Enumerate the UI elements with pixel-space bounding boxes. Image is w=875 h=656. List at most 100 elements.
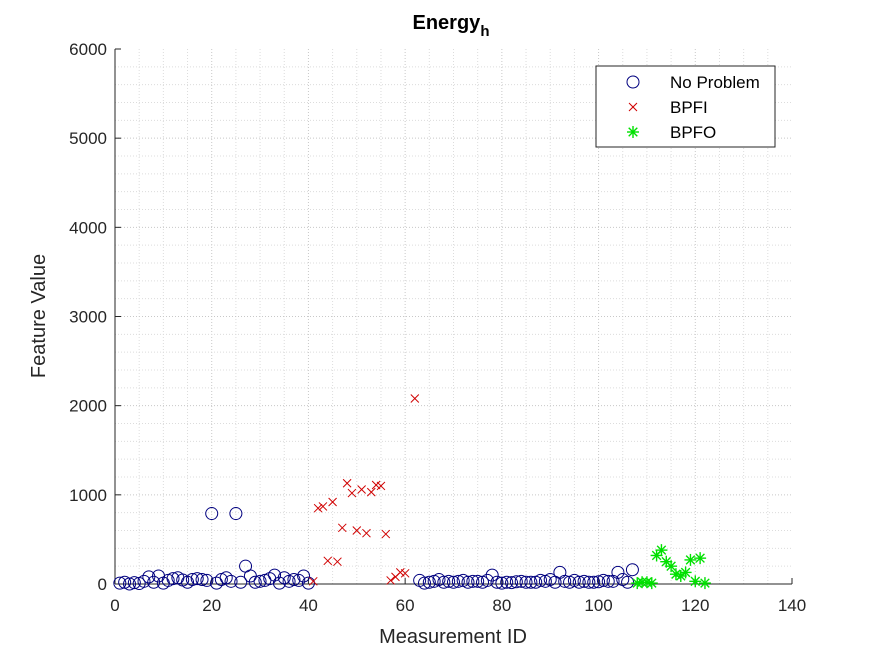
data-point-no-problem [461,575,475,589]
data-point-no-problem [185,573,199,587]
data-point-no-problem [287,573,301,587]
data-point-no-problem [224,574,238,588]
data-point-no-problem [297,569,311,583]
y-tick-label: 3000 [69,308,107,327]
y-tick-label: 0 [98,575,107,594]
legend-label-bpfo: BPFO [670,123,716,142]
data-point-no-problem [195,573,209,587]
data-point-no-problem [127,576,141,590]
data-point-no-problem [437,575,451,589]
data-point-no-problem [485,568,499,582]
data-point-no-problem [219,571,233,585]
data-point-bpfo [679,566,692,579]
legend: No Problem BPFI BPFO [595,65,776,148]
data-point-no-problem [466,574,480,588]
data-point-bpfi [337,523,347,533]
y-tick-label: 5000 [69,129,107,148]
data-point-no-problem [447,575,460,589]
data-point-no-problem [137,574,151,588]
x-tick-label: 80 [492,596,511,615]
legend-marker-bpfi [628,102,638,112]
data-point-no-problem [601,574,615,588]
data-point-bpfi [333,557,342,567]
data-point-no-problem [534,573,548,587]
x-tick-label: 40 [299,596,318,615]
data-point-bpfi [308,576,318,586]
chart-title-subscript: h [480,23,489,40]
data-point-no-problem [587,575,601,589]
x-tick-label: 0 [110,596,119,615]
data-point-no-problem [123,577,137,591]
data-point-no-problem [417,576,431,590]
data-point-bpfi [323,556,333,566]
data-point-bpfi [376,481,386,491]
legend-box [595,65,776,148]
data-point-no-problem [268,568,282,582]
data-point-no-problem [229,507,243,521]
data-points [113,394,711,591]
tick-labels: 0 20 40 60 80 100 120 140 0 1000 2000 3000 4000 5000 6… [69,40,806,615]
data-point-no-problem [142,570,156,584]
data-point-no-problem [451,574,465,588]
x-axis-label: Measurement ID [379,626,527,648]
data-point-no-problem [558,574,572,588]
data-point-no-problem [524,575,538,589]
y-tick-label: 4000 [69,218,107,237]
data-point-no-problem [234,575,248,589]
x-tick-label: 100 [584,596,612,615]
data-point-no-problem [422,575,436,589]
data-point-bpfi [318,502,328,511]
data-point-bpfo [689,575,702,588]
data-point-no-problem [495,576,509,590]
legend-label-bpfi: BPFI [670,98,708,117]
data-point-bpfi [357,485,366,494]
data-point-bpfi [381,529,391,539]
data-point-bpfo [645,577,658,590]
data-point-no-problem [625,563,639,577]
data-point-no-problem [582,575,596,589]
data-point-bpfo [655,544,668,557]
data-point-bpfi [328,497,337,507]
data-point-no-problem [113,576,127,590]
data-point-bpfo [698,577,711,590]
data-point-bpfo [665,560,678,573]
data-point-bpfi [366,487,376,497]
data-point-no-problem [509,575,523,589]
data-point-no-problem [248,575,262,589]
data-point-no-problem [500,575,514,589]
data-point-no-problem [514,574,528,588]
data-point-no-problem [519,575,533,589]
x-tick-label: 60 [396,596,415,615]
y-tick-label: 6000 [69,40,107,59]
y-axis-label: Feature Value [28,254,50,378]
x-tick-label: 20 [202,596,221,615]
data-point-no-problem [277,571,291,585]
x-tick-label: 120 [681,596,709,615]
data-point-no-problem [611,565,625,579]
data-point-no-problem [200,573,214,587]
data-point-bpfi [362,528,371,538]
data-point-bpfi [347,488,357,498]
chart-title-text: Energy [413,12,482,34]
data-point-bpfi [313,503,323,513]
data-point-no-problem [166,572,180,586]
data-point-bpfi [386,576,395,585]
data-point-no-problem [596,573,610,587]
legend-marker-no-problem [626,75,640,89]
data-point-no-problem [505,576,519,590]
data-point-bpfo [684,553,697,566]
legend-label-no-problem: No Problem [670,73,760,92]
data-point-no-problem [572,575,586,589]
data-point-no-problem [490,575,504,589]
data-point-no-problem [442,574,456,588]
data-point-no-problem [272,576,286,590]
data-point-no-problem [471,574,485,588]
data-point-bpfo [694,552,707,565]
data-point-bpfi [342,478,352,488]
data-point-bpfi [352,526,362,535]
y-tick-label: 2000 [69,397,107,416]
data-point-no-problem [253,574,267,588]
data-point-no-problem [577,574,591,588]
chart-title: Energyh [413,12,490,40]
